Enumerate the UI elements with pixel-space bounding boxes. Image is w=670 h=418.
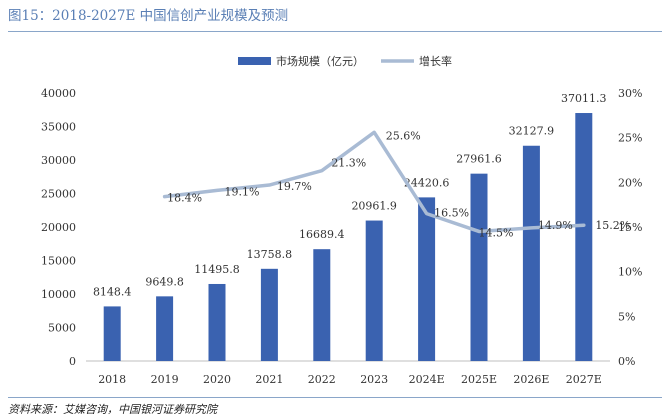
line-data-label: 21.3%: [331, 157, 366, 170]
bar: [522, 145, 540, 361]
x-tick-label: 2021: [255, 373, 283, 386]
bar-data-label: 20961.9: [351, 200, 397, 213]
bar: [313, 249, 331, 361]
line-data-label: 19.1%: [225, 185, 260, 198]
source-divider: [8, 397, 662, 398]
y-right-tick-label: 5%: [618, 310, 635, 323]
y-left-tick-label: 15000: [41, 255, 76, 268]
bar-data-label: 37011.3: [561, 92, 607, 105]
y-right-tick-label: 25%: [618, 132, 642, 145]
bar-data-label: 11495.8: [194, 263, 240, 276]
bar-labels: 8148.4 9649.8 11495.8 13758.8 16689.4 20961.9…: [93, 92, 607, 298]
bar-series: [103, 113, 593, 361]
bar: [103, 306, 121, 361]
title-divider: [8, 31, 662, 32]
y-right-tick-label: 20%: [618, 176, 642, 189]
y-left-tick-label: 40000: [41, 87, 76, 100]
bar-data-label: 27961.6: [456, 153, 502, 166]
line-data-label: 25.6%: [386, 129, 421, 142]
x-tick-label: 2027E: [566, 373, 602, 386]
legend-swatch-bar: [238, 57, 271, 65]
legend-label-line: 增长率: [419, 54, 452, 68]
line-data-label: 14.5%: [479, 226, 514, 239]
x-tick-label: 2020: [203, 373, 231, 386]
source-note: 资料来源：艾媒咨询，中国银河证券研究院: [8, 403, 217, 416]
y-right-tick-label: 30%: [618, 87, 642, 100]
x-tick-label: 2022: [308, 373, 336, 386]
bar: [208, 283, 226, 361]
line-series: [162, 130, 586, 234]
figure-title: 图15：2018-2027E 中国信创产业规模及预测: [8, 8, 289, 24]
bar: [470, 173, 488, 361]
line-data-label: 14.9%: [538, 219, 573, 232]
line-data-label: 16.5%: [434, 207, 469, 220]
line-data-label: 18.4%: [167, 192, 202, 205]
y-right-tick-label: 0%: [618, 355, 635, 368]
x-tick-label: 2023: [360, 373, 388, 386]
x-tick-label: 2026E: [513, 373, 549, 386]
y-left-tick-label: 30000: [41, 154, 76, 167]
line-data-label: 19.7%: [277, 180, 312, 193]
bar-data-label: 16689.4: [299, 228, 345, 241]
x-tick-label: 2019: [151, 373, 179, 386]
bar: [575, 113, 593, 361]
bar: [260, 268, 278, 361]
bar: [365, 220, 383, 361]
bar-data-label: 13758.8: [247, 248, 293, 261]
legend-label-bar: 市场规模（亿元）: [276, 54, 364, 68]
x-tick-label: 2025E: [461, 373, 497, 386]
y-left-tick-label: 0: [69, 355, 76, 368]
bar-data-label: 8148.4: [93, 285, 132, 298]
line-data-label: 15.2%: [595, 219, 630, 232]
y-left-tick-label: 10000: [41, 288, 76, 301]
axes: 0 5000 10000 15000 20000 25000 30000 35000 40000…: [41, 87, 642, 386]
y-left-tick-label: 20000: [41, 221, 76, 234]
x-tick-label: 2024E: [409, 373, 445, 386]
y-right-tick-label: 15%: [618, 221, 642, 234]
x-tick-label: 2018: [98, 373, 126, 386]
y-left-tick-label: 5000: [48, 322, 76, 335]
bar-data-label: 32127.9: [509, 125, 555, 138]
line-labels: 18.4% 19.1% 19.7% 21.3% 25.6% 16.5% 14.5% 14.9%…: [167, 129, 630, 239]
bar-data-label: 9649.8: [145, 275, 184, 288]
y-left-tick-label: 35000: [41, 121, 76, 134]
legend: 市场规模（亿元） 增长率: [238, 54, 452, 68]
y-right-tick-label: 10%: [618, 266, 642, 279]
y-left-tick-label: 25000: [41, 188, 76, 201]
bar-data-label: 24420.6: [404, 176, 450, 189]
bar: [418, 197, 436, 361]
bar: [156, 296, 174, 361]
growth-rate-line: [162, 130, 586, 234]
